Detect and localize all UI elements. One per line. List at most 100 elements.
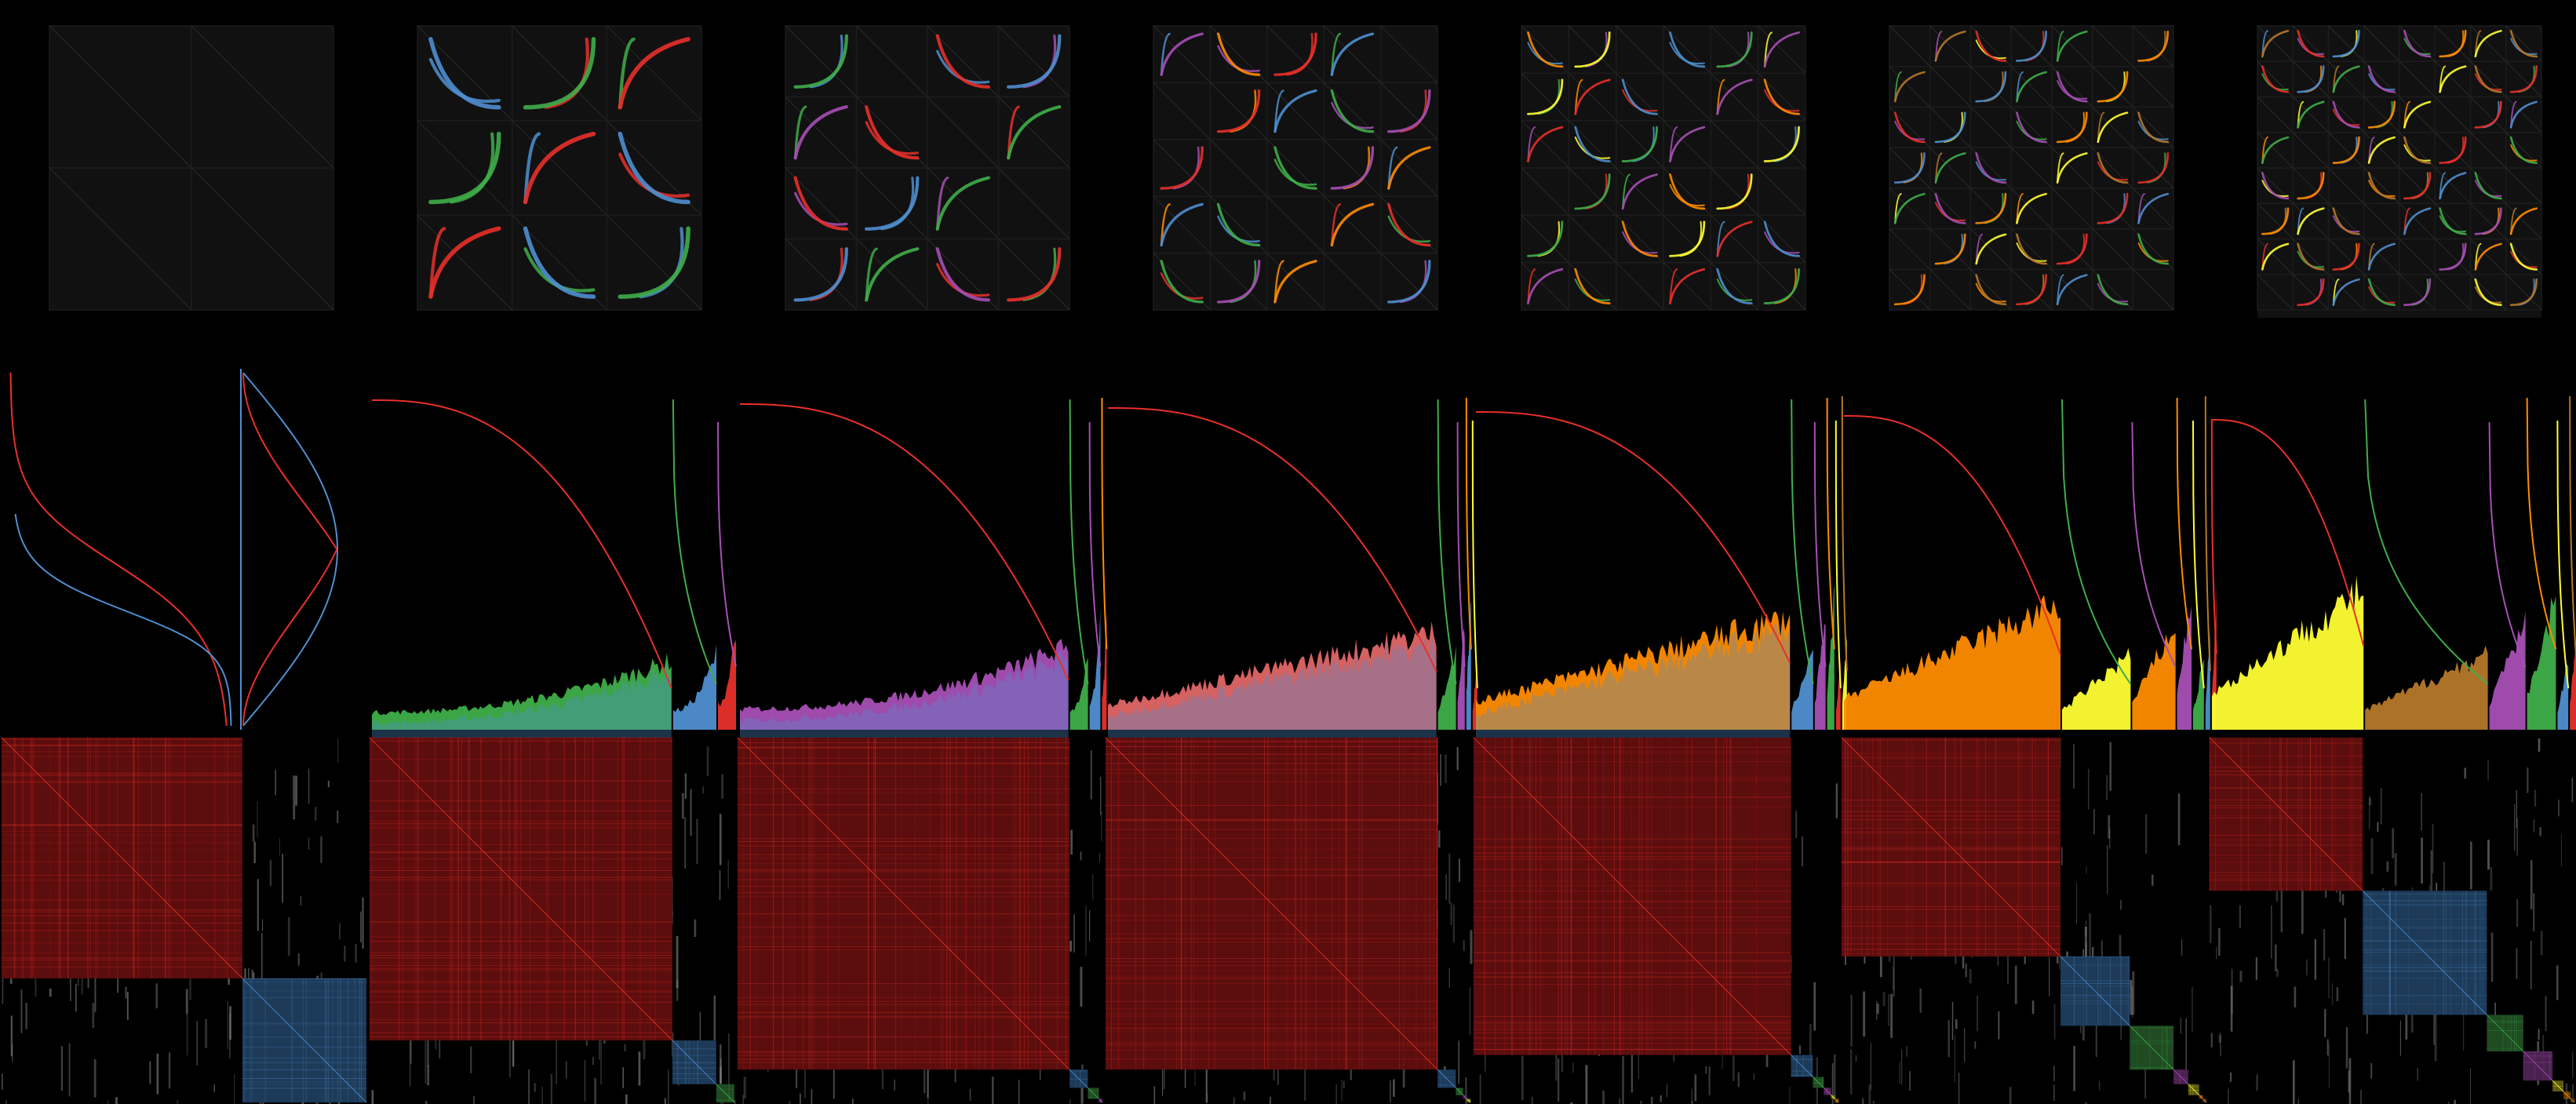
matrix-noise [275, 769, 277, 796]
grid-cell-diagonal [1758, 262, 1806, 311]
matrix-noise [2274, 944, 2277, 971]
matrix-noise [2360, 1090, 2362, 1104]
pair-curve [2056, 71, 2088, 103]
pair-curve [2509, 207, 2538, 235]
matrix-noise [2516, 818, 2518, 856]
similarity-diagonal [1831, 1095, 1835, 1099]
profile-curve [2211, 419, 2365, 647]
grid-cell-diagonal [2292, 60, 2329, 97]
matrix-noise [804, 1051, 806, 1099]
grid-cell-diagonal [606, 25, 702, 122]
pair-curve [1934, 152, 1966, 184]
matrix-noise [87, 978, 89, 989]
matrix-noise [924, 1054, 926, 1094]
similarity-diagonal [2563, 1091, 2571, 1099]
grid-cell-diagonal [2399, 274, 2436, 311]
pair-curve [2474, 278, 2502, 306]
pair-curve [2297, 207, 2325, 235]
grid-cell-diagonal [927, 97, 999, 169]
matrix-noise [534, 1083, 537, 1092]
matrix-noise [1813, 982, 1816, 1031]
grid-cell-diagonal [2257, 202, 2294, 239]
grid-cell-diagonal [1323, 25, 1381, 83]
profile-curve [739, 403, 1069, 680]
matrix-noise [5, 1099, 7, 1104]
pair-curve [1273, 260, 1317, 304]
matrix-noise [713, 995, 716, 1040]
matrix-noise [327, 781, 330, 788]
pair-curve [2509, 30, 2538, 58]
matrix-noise [424, 1037, 427, 1084]
pair-curve [1893, 274, 1926, 306]
matrix-noise [2297, 1099, 2299, 1104]
similarity-matrix-row [1, 737, 2575, 1104]
matrix-noise [742, 1095, 744, 1104]
pair-curve [2332, 65, 2360, 93]
pair-curve [1574, 268, 1611, 304]
profile-area [718, 639, 736, 730]
pair-curve [2509, 65, 2538, 93]
matrix-noise [702, 786, 704, 794]
matrix-noise [1080, 967, 1083, 1007]
grid-cell-diagonal [1616, 25, 1664, 74]
pair-curve [1273, 32, 1317, 76]
pair-curve [2297, 278, 2325, 306]
similarity-diagonal [1087, 1087, 1099, 1099]
grid-cell-diagonal [1710, 167, 1759, 216]
grid-cell-diagonal [2092, 66, 2133, 107]
matrix-noise [600, 1037, 602, 1085]
grid-cell-diagonal [2257, 239, 2294, 275]
pair-curve [2097, 111, 2129, 144]
grid-cell-diagonal [2434, 97, 2471, 133]
profile-area [2062, 647, 2131, 730]
pair-curve [1763, 268, 1800, 304]
matrix-noise [10, 1015, 13, 1056]
grid-cell-diagonal [2505, 274, 2542, 311]
pair-curve [2137, 152, 2170, 184]
matrix-noise [699, 1011, 701, 1060]
matrix-noise [75, 983, 77, 1012]
profile-panel-4 [1107, 397, 1478, 741]
matrix-noise [1554, 1048, 1558, 1081]
matrix-noise [1089, 910, 1091, 942]
matrix-noise [1458, 1040, 1459, 1084]
matrix-noise [2417, 1067, 2418, 1081]
grid-cell-diagonal [1889, 147, 1931, 189]
grid-cell-diagonal [2051, 107, 2093, 148]
matrix-noise [2009, 1087, 2012, 1104]
similarity-diagonal [1473, 737, 1792, 1056]
similarity-diagonal [2486, 1014, 2524, 1052]
grid-cell-diagonal [998, 25, 1070, 97]
matrix-noise [1789, 1087, 1791, 1104]
matrix-noise [1909, 1071, 1911, 1091]
matrix-noise [297, 953, 301, 966]
grid-cell-diagonal [2328, 274, 2365, 311]
grid-cell-diagonal [2328, 239, 2365, 275]
matrix-noise [1958, 1072, 1960, 1104]
pair-curve [793, 247, 848, 302]
pair-curve [2509, 242, 2538, 271]
grid-cell [606, 214, 702, 311]
matrix-noise [625, 1094, 628, 1104]
matrix-noise [2120, 1019, 2122, 1040]
pair-curve [1621, 126, 1658, 162]
pair-curve [2261, 136, 2290, 164]
matrix-noise [1099, 852, 1101, 862]
grid-cell-diagonal [1929, 66, 1971, 107]
matrix-noise [371, 1090, 374, 1104]
pair-curve [865, 105, 920, 160]
matrix-noise [1335, 1084, 1337, 1104]
matrix-noise [1868, 1084, 1871, 1104]
matrix-noise [125, 986, 127, 999]
profile-curve [1101, 397, 1108, 650]
pair-curve [2332, 242, 2360, 271]
matrix-noise [1092, 873, 1094, 900]
grid-cell-diagonal [856, 25, 928, 97]
pair-curve [2403, 278, 2432, 306]
pair-curve [1160, 260, 1204, 304]
pair-curve [2297, 65, 2325, 93]
grid-cell-diagonal [1521, 72, 1569, 122]
grid-cell-diagonal [1616, 120, 1664, 169]
grid-cell-diagonal [1568, 25, 1617, 74]
